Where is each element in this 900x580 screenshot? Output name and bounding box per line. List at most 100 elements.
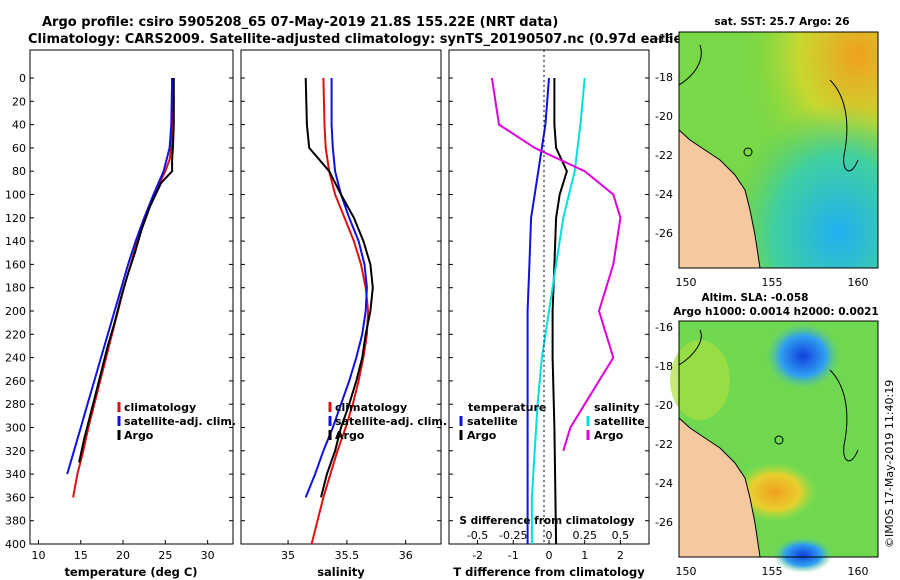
legend-s-argo: Argo bbox=[594, 429, 624, 442]
sst-lon-ticks: 150 155 160 bbox=[676, 276, 869, 289]
depth-tick-label: 60 bbox=[12, 142, 26, 155]
salinity-panel bbox=[240, 49, 442, 545]
depth-tick-label: 180 bbox=[5, 282, 26, 295]
difference-profiles bbox=[490, 77, 622, 544]
salinity-xlabel: salinity bbox=[317, 565, 365, 579]
s-tick-label: -0.5 bbox=[467, 529, 488, 542]
sla-argo-marker bbox=[774, 435, 784, 445]
title-line-2: Climatology: CARS2009. Satellite-adjuste… bbox=[28, 32, 695, 47]
series-line-temperature-argo bbox=[551, 78, 568, 544]
series-line-satellite-adj-clim- bbox=[66, 77, 174, 475]
depth-axis: 0 20 40 60 80 100 120 140 160 180 200 220 240 260 280 3… bbox=[5, 72, 649, 551]
x-tick-label: 0 bbox=[546, 549, 553, 562]
lat-tick-label: -18 bbox=[655, 360, 673, 373]
series-line-temperature-satellite bbox=[526, 77, 550, 544]
lat-tick-label: -26 bbox=[655, 227, 673, 240]
lat-tick-label: -20 bbox=[655, 399, 673, 412]
x-tick-label: 25 bbox=[158, 549, 172, 562]
sla-land bbox=[679, 418, 760, 557]
depth-tick-label: 200 bbox=[5, 305, 26, 318]
sst-map-frame bbox=[678, 31, 879, 269]
legend-climatology: climatology bbox=[335, 401, 407, 414]
sst-land bbox=[679, 130, 760, 268]
temperature-legend: climatology satellite-adj. clim. Argo bbox=[117, 401, 236, 442]
sst-reef-contour bbox=[678, 44, 859, 172]
s-tick-label: 0.5 bbox=[612, 529, 630, 542]
x-tick-label: 20 bbox=[116, 549, 130, 562]
depth-tick-label: 140 bbox=[5, 235, 26, 248]
sla-map-frame bbox=[678, 320, 879, 558]
sla-low-anomaly bbox=[765, 322, 841, 390]
depth-tick-label: 240 bbox=[5, 352, 26, 365]
lat-tick-label: -16 bbox=[655, 321, 673, 334]
legend-argo: Argo bbox=[335, 429, 365, 442]
lat-tick-label: -24 bbox=[655, 188, 673, 201]
sla-map bbox=[670, 320, 879, 573]
depth-tick-label: 400 bbox=[5, 538, 26, 551]
lon-tick-label: 160 bbox=[848, 276, 869, 289]
legend-climatology: climatology bbox=[124, 401, 196, 414]
temperature-profiles bbox=[66, 77, 175, 498]
sst-map bbox=[678, 31, 879, 269]
difference-x-ticks: -2 -1 0 1 2 bbox=[472, 540, 624, 562]
sla-lon-ticks: 150 155 160 bbox=[676, 565, 869, 578]
legend-t-satellite: satellite bbox=[467, 415, 518, 428]
depth-tick-label: 0 bbox=[19, 72, 26, 85]
lon-tick-label: 150 bbox=[676, 276, 697, 289]
temperature-xlabel: temperature (deg C) bbox=[64, 565, 197, 579]
legend-salinity-title: salinity bbox=[594, 401, 640, 414]
sst-argo-marker bbox=[743, 147, 753, 157]
s-difference-ticks: -0.5 -0.25 0 0.25 0.5 bbox=[467, 529, 629, 542]
legend-argo: Argo bbox=[124, 429, 154, 442]
depth-tick-label: 380 bbox=[5, 515, 26, 528]
x-tick-label: 36 bbox=[399, 549, 413, 562]
lon-tick-label: 160 bbox=[848, 565, 869, 578]
x-tick-label: 15 bbox=[74, 549, 88, 562]
depth-tick-label: 220 bbox=[5, 328, 26, 341]
lat-tick-label: -22 bbox=[655, 149, 673, 162]
x-tick-label: -1 bbox=[508, 549, 519, 562]
temperature-x-ticks: 10 15 20 25 30 bbox=[31, 540, 215, 562]
series-line-salinity-argo bbox=[490, 77, 622, 452]
x-tick-label: -2 bbox=[472, 549, 483, 562]
depth-tick-label: 320 bbox=[5, 445, 26, 458]
salinity-legend: climatology satellite-adj. clim. Argo bbox=[328, 401, 447, 442]
x-tick-label: 30 bbox=[201, 549, 215, 562]
depth-tick-label: 260 bbox=[5, 375, 26, 388]
s-tick-label: 0.25 bbox=[572, 529, 597, 542]
lat-tick-label: -18 bbox=[655, 71, 673, 84]
s-difference-label: S difference from climatology bbox=[459, 515, 634, 527]
lat-tick-label: -16 bbox=[655, 32, 673, 45]
salinity-x-ticks: 35 35.5 36 bbox=[281, 540, 413, 562]
depth-tick-label: 80 bbox=[12, 165, 26, 178]
depth-tick-label: 340 bbox=[5, 468, 26, 481]
sla-low-anomaly-south bbox=[773, 537, 833, 573]
sst-map-title: sat. SST: 25.7 Argo: 26 bbox=[714, 16, 849, 28]
sla-reef-contour bbox=[678, 329, 859, 462]
depth-tick-label: 40 bbox=[12, 119, 26, 132]
legend-t-argo: Argo bbox=[467, 429, 497, 442]
lat-tick-label: -24 bbox=[655, 477, 673, 490]
lon-tick-label: 155 bbox=[762, 565, 783, 578]
sla-map-title: Altim. SLA: -0.058 bbox=[702, 292, 809, 304]
series-line-salinity-satellite bbox=[530, 77, 586, 544]
sla-high-anomaly bbox=[733, 462, 817, 522]
sla-map-subtitle: Argo h1000: 0.0014 h2000: 0.0021 bbox=[673, 306, 879, 318]
difference-legend: temperature satellite Argo salinity sate… bbox=[459, 401, 645, 442]
lat-tick-label: -26 bbox=[655, 516, 673, 529]
depth-tick-label: 100 bbox=[5, 189, 26, 202]
series-line-argo bbox=[78, 78, 175, 463]
legend-s-satellite: satellite bbox=[594, 415, 645, 428]
sla-coastline bbox=[678, 417, 761, 558]
lat-tick-label: -20 bbox=[655, 110, 673, 123]
lat-tick-label: -22 bbox=[655, 438, 673, 451]
difference-panel bbox=[448, 49, 650, 545]
lon-tick-label: 150 bbox=[676, 565, 697, 578]
x-tick-label: 1 bbox=[581, 549, 588, 562]
series-line-argo bbox=[304, 77, 374, 498]
depth-tick-label: 160 bbox=[5, 258, 26, 271]
sst-lat-ticks: -16 -18 -20 -22 -24 -26 bbox=[655, 32, 673, 240]
x-tick-label: 35 bbox=[281, 549, 295, 562]
temperature-panel bbox=[29, 49, 234, 545]
